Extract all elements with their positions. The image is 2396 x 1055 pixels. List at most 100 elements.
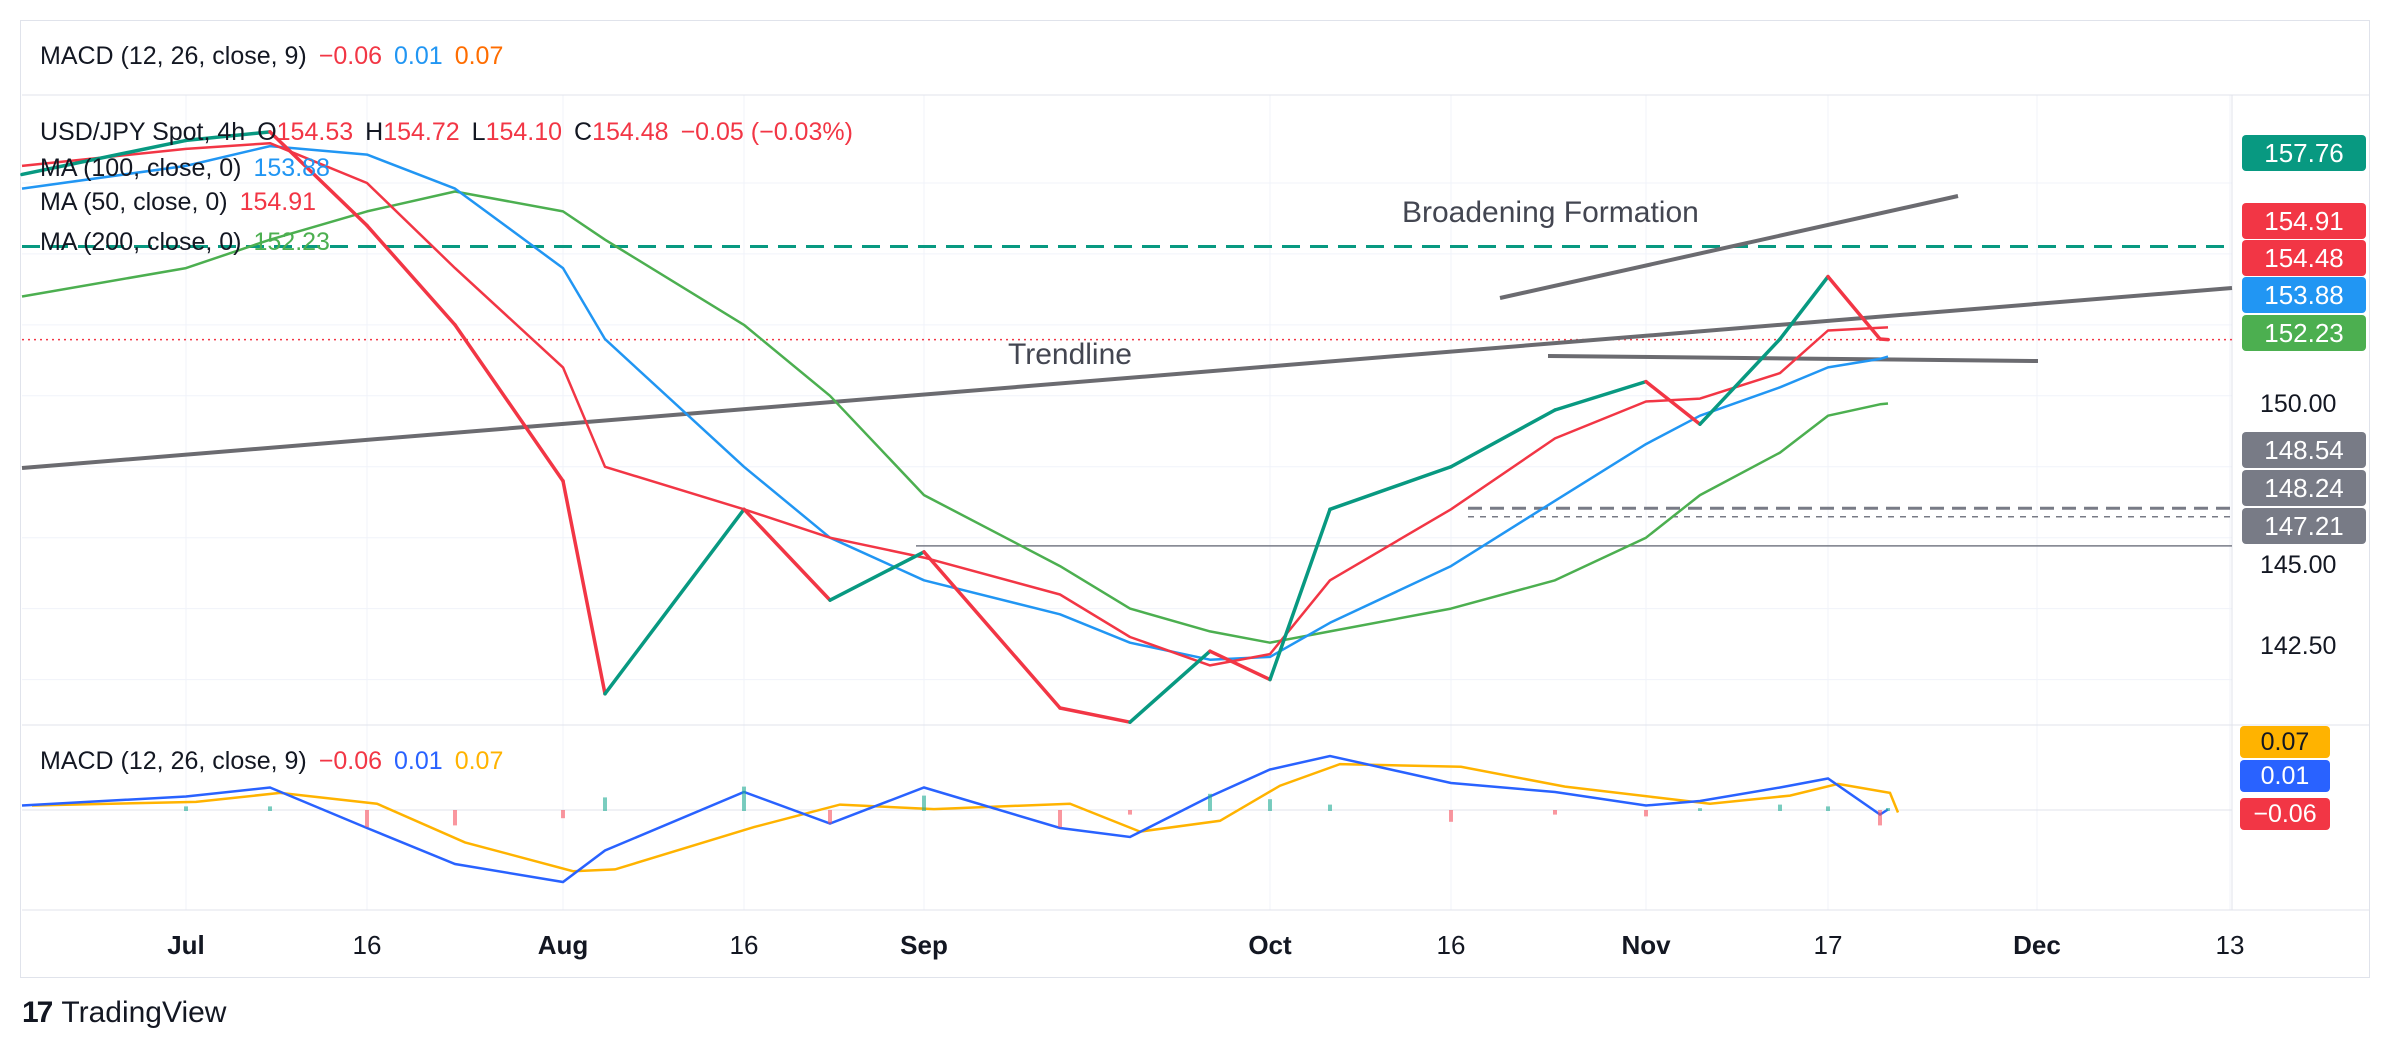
price-segment-8: [742, 507, 832, 602]
macd-panel-macd: 0.01: [394, 747, 443, 775]
ma50-legend: MA (50, close, 0) 154.91: [40, 188, 328, 217]
low-label: L: [471, 118, 486, 146]
tradingview-logo-icon: 17: [22, 996, 53, 1029]
price-segment-21: [1826, 274, 1882, 341]
macd-hist-bar-3: [365, 810, 369, 828]
broadening-upper: [1499, 194, 1959, 300]
ma200-label: MA (200, close, 0): [40, 228, 242, 256]
ma100-line: [21, 144, 1889, 661]
x-tick-oct-16: 16: [1436, 930, 1466, 960]
ma50-label: MA (50, close, 0): [40, 188, 228, 216]
tradingview-logo[interactable]: 17 TradingView: [22, 996, 226, 1030]
trendlines[interactable]: [21, 194, 2233, 470]
change-value: −0.05 (−0.03%): [680, 118, 853, 146]
y-tick-145: 145.00: [2260, 551, 2337, 579]
price-segment-13: [1208, 649, 1272, 682]
price-tag-148-54: 148.54: [2242, 432, 2366, 468]
macd-hist-bar-20: [1826, 806, 1830, 811]
price-segment-10: [922, 550, 1062, 710]
open-value: 154.53: [276, 118, 354, 146]
price-tag-157-76: 157.76: [2242, 135, 2366, 171]
macd-hist-bar-6: [603, 797, 607, 811]
low-value: 154.10: [485, 118, 563, 146]
macd-hist-bar-7: [742, 786, 746, 811]
x-tick-nov: Nov: [1621, 930, 1671, 960]
x-tick-dec-13: 13: [2215, 930, 2245, 960]
macd-tag-macd: 0.01: [2240, 760, 2330, 792]
macd-hist-bar-12: [1208, 793, 1212, 811]
ma200-line: [21, 190, 1889, 644]
macd-hist-bar-19: [1778, 804, 1782, 811]
tradingview-logo-text: TradingView: [61, 996, 227, 1029]
symbol-legend: USD/JPY Spot, 4h O154.53 H154.72 L154.10 C15…: [40, 118, 865, 147]
price-segment-9: [828, 550, 926, 602]
macd-hist-bar-13: [1268, 799, 1272, 811]
price-segment-18: [1644, 379, 1702, 426]
price-segment-3: [268, 130, 369, 228]
macd-signal-line: [31, 762, 1900, 873]
macd-hist-bar-17: [1644, 810, 1648, 817]
x-tick-jul: Jul: [167, 930, 205, 960]
macd-hist-bar-9: [922, 795, 926, 811]
trendline: [21, 286, 2233, 470]
x-tick-sep: Sep: [900, 930, 948, 960]
x-tick-dec: Dec: [2013, 930, 2061, 960]
open-label: O: [257, 118, 277, 146]
price-segment-1: [20, 138, 188, 177]
price-segment-11: [1058, 706, 1132, 724]
macd-hist-bar-18: [1698, 808, 1702, 811]
close-label: C: [574, 118, 593, 146]
trendline-label: Trendline: [1008, 338, 1132, 371]
symbol-name: USD/JPY Spot, 4h: [40, 118, 246, 146]
ma100-label: MA (100, close, 0): [40, 154, 242, 182]
macd-tag-signal: 0.07: [2240, 726, 2330, 758]
broadening-formation-label: Broadening Formation: [1402, 196, 1699, 229]
ma100-legend: MA (100, close, 0) 153.88: [40, 154, 342, 183]
broadening-lower: [1547, 354, 2039, 363]
x-tick-jul-16: 16: [352, 930, 382, 960]
price-segment-22: [1878, 337, 1890, 342]
macd-hist-bar-15: [1449, 810, 1453, 822]
macd-header-signal: 0.07: [454, 42, 504, 70]
macd-hist-bar-10: [1058, 810, 1062, 828]
horizontal-levels: [22, 245, 2232, 547]
macd-hist-bar-21: [1878, 810, 1882, 826]
macd-header-macd: 0.01: [394, 42, 443, 70]
macd-panel-hist: −0.06: [318, 747, 383, 775]
price-segment-7: [603, 507, 746, 696]
price-segment-5: [453, 323, 565, 483]
ma50-line: [21, 141, 1889, 667]
x-tick-aug-16: 16: [729, 930, 759, 960]
ma200-legend: MA (200, close, 0) 152.23: [40, 228, 342, 257]
price-segment-6: [561, 479, 607, 696]
chart-frame: [20, 20, 2370, 978]
ma100-value: 153.88: [253, 154, 330, 182]
macd-hist-bar-4: [453, 810, 457, 826]
price-segment-17: [1553, 379, 1648, 412]
macd-panel-title: MACD (12, 26, close, 9): [40, 747, 307, 775]
macd-hist-bar-1: [184, 806, 188, 811]
moving-averages: [21, 141, 1889, 667]
close-value: 154.48: [592, 118, 669, 146]
price-tag-ma50: 154.91: [2242, 203, 2366, 239]
price-segment-19: [1698, 337, 1782, 426]
macd-tag-hist: −0.06: [2240, 798, 2330, 830]
ma200-value: 152.23: [253, 228, 330, 256]
high-label: H: [365, 118, 384, 146]
macd-hist-bar-2: [268, 806, 272, 811]
x-tick-nov-17: 17: [1813, 930, 1843, 960]
price-segment-20: [1778, 274, 1830, 341]
macd-hist-bar-8: [828, 810, 832, 824]
price-tag-ma200: 152.23: [2242, 315, 2366, 351]
macd-panel: [21, 754, 2232, 884]
high-value: 154.72: [383, 118, 460, 146]
price-tag-148-24: 148.24: [2242, 470, 2366, 506]
macd-panel-signal: 0.07: [454, 747, 504, 775]
x-tick-oct: Oct: [1248, 930, 1292, 960]
price-segment-2: [184, 130, 272, 143]
grid: [22, 94, 2370, 911]
y-tick-150: 150.00: [2260, 390, 2337, 418]
price-segment-12: [1128, 649, 1212, 724]
price-segment-15: [1328, 465, 1453, 512]
macd-header-hist: −0.06: [318, 42, 383, 70]
